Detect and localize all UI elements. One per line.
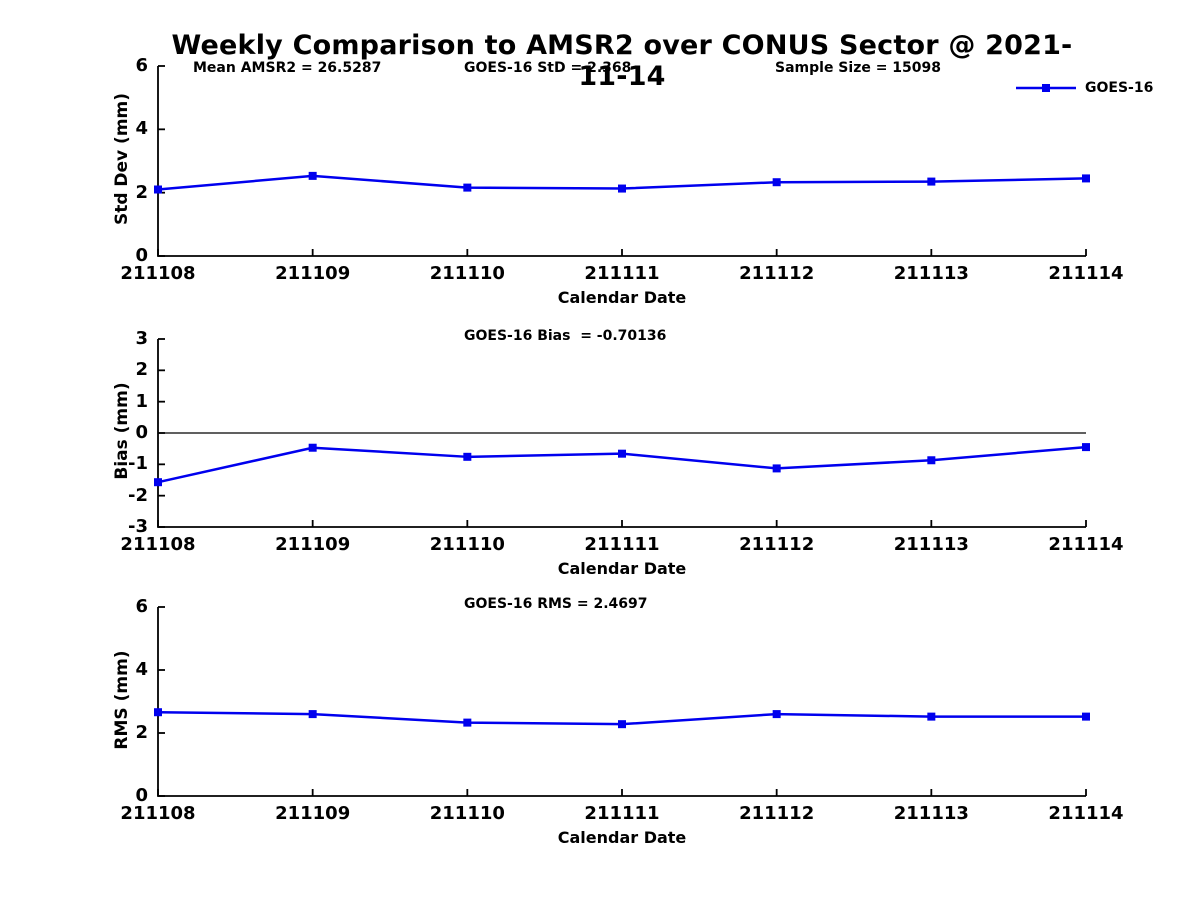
x-tick-label: 211110 <box>429 534 505 555</box>
y-tick-label: 6 <box>135 596 148 617</box>
y-tick-label: 4 <box>135 659 148 680</box>
x-tick-label: 211108 <box>120 534 196 555</box>
ylabel-rms: RMS (mm) <box>112 649 132 750</box>
data-point-marker <box>772 710 781 719</box>
x-tick-label: 211114 <box>1048 263 1124 284</box>
y-tick-label: 6 <box>135 55 148 76</box>
x-tick-label: 211110 <box>429 263 505 284</box>
figure-title: Weekly Comparison to AMSR2 over CONUS Se… <box>171 30 1073 92</box>
stat-mean-amsr2: Mean AMSR2 = 26.5287 <box>193 60 382 76</box>
y-tick-label: 0 <box>135 785 148 806</box>
data-point-marker <box>154 478 162 487</box>
xlabel-bottom: Calendar Date <box>557 828 687 847</box>
data-point-marker <box>618 449 626 458</box>
x-tick-label: 211113 <box>893 534 969 555</box>
x-tick-label: 211111 <box>584 534 660 555</box>
axes-rms <box>157 607 1086 797</box>
x-tick-label: 211109 <box>275 534 351 555</box>
data-point-marker <box>618 720 626 729</box>
data-point-marker <box>463 183 472 192</box>
legend: GOES-16 <box>1015 80 1153 96</box>
x-tick-label: 211113 <box>893 263 969 284</box>
data-point-marker <box>308 443 317 452</box>
x-tick-label: 211109 <box>275 803 351 824</box>
ylabel-std-dev: Std Dev (mm) <box>112 92 132 226</box>
data-point-marker <box>772 178 781 187</box>
y-tick-label: 2 <box>135 722 148 743</box>
y-tick-label: 2 <box>135 359 148 381</box>
data-point-marker <box>1082 174 1090 183</box>
data-point-marker <box>1082 443 1090 452</box>
x-tick-label: 211111 <box>584 263 660 284</box>
stat-goes16-std: GOES-16 StD = 2.368 <box>464 60 632 76</box>
data-point-marker <box>463 452 472 461</box>
y-tick-label: 0 <box>135 245 148 266</box>
data-point-marker <box>154 185 162 194</box>
y-tick-label: -2 <box>128 484 148 506</box>
x-tick-label: 211112 <box>739 263 815 284</box>
x-tick-label: 211108 <box>120 803 196 824</box>
data-point-marker <box>1082 712 1090 721</box>
data-point-marker <box>463 718 472 727</box>
x-tick-label: 211112 <box>739 803 815 824</box>
x-tick-label: 211109 <box>275 263 351 284</box>
x-tick-label: 211108 <box>120 263 196 284</box>
data-point-marker <box>927 177 936 186</box>
data-point-marker <box>927 712 936 721</box>
x-tick-label: 211110 <box>429 803 505 824</box>
y-tick-label: 4 <box>135 118 148 140</box>
annotation-rms: GOES-16 RMS = 2.4697 <box>464 596 648 612</box>
x-tick-label: 211114 <box>1048 534 1124 555</box>
xlabel-top: Calendar Date <box>557 288 687 307</box>
data-point-marker <box>308 710 317 719</box>
axes-std-dev <box>157 66 1086 257</box>
y-tick-label: 0 <box>135 422 148 443</box>
legend-line-marker-icon <box>1016 84 1076 92</box>
annotation-bias: GOES-16 Bias = -0.70136 <box>464 328 667 344</box>
data-point-marker <box>618 184 626 193</box>
xlabel-middle: Calendar Date <box>557 559 687 578</box>
data-point-marker <box>308 171 317 180</box>
data-point-marker <box>927 456 936 465</box>
data-point-marker <box>772 464 781 473</box>
x-tick-label: 211111 <box>584 803 660 824</box>
legend-label: GOES-16 <box>1085 80 1154 96</box>
x-tick-label: 211113 <box>893 803 969 824</box>
y-tick-label: 1 <box>135 390 148 412</box>
y-tick-label: -1 <box>128 453 148 475</box>
y-tick-label: -3 <box>128 516 148 537</box>
y-tick-label: 2 <box>135 181 148 203</box>
x-tick-label: 211112 <box>739 534 815 555</box>
y-tick-label: 3 <box>135 328 148 349</box>
stat-sample-size: Sample Size = 15098 <box>775 60 942 76</box>
x-tick-label: 211114 <box>1048 803 1124 824</box>
data-point-marker <box>154 708 162 717</box>
